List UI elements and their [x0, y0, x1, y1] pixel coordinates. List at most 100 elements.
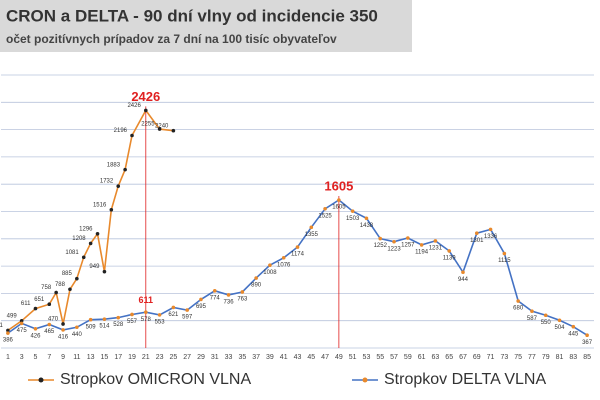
value-label: 1355 [305, 232, 319, 238]
value-label: 578 [141, 317, 152, 323]
value-label: 1208 [72, 236, 86, 242]
value-label: 2255 [141, 122, 155, 128]
value-label: 1174 [291, 252, 305, 258]
annotation-label: 1605 [324, 178, 353, 193]
marker [268, 263, 272, 268]
x-tick-label: 69 [473, 354, 481, 361]
marker [433, 239, 438, 243]
x-tick-label: 3 [20, 354, 24, 361]
value-label: 695 [196, 304, 207, 310]
value-label: 1252 [374, 243, 388, 249]
value-label: 621 [168, 312, 179, 318]
annotation-label: 611 [139, 295, 154, 305]
x-tick-label: 43 [294, 354, 302, 361]
x-tick-label: 31 [211, 354, 219, 361]
chart-title: CRON a DELTA - 90 dní vlny od incidencie… [6, 6, 378, 25]
legend-label: Stropkov OMICRON VLNA [60, 371, 251, 388]
marker [295, 245, 300, 249]
x-tick-label: 61 [418, 354, 426, 361]
marker [226, 293, 231, 297]
x-tick-label: 33 [225, 354, 233, 361]
x-tick-label: 49 [335, 354, 343, 361]
x-tick-label: 67 [459, 354, 467, 361]
x-tick-label: 41 [280, 354, 288, 361]
marker [68, 287, 72, 292]
legend-label: Stropkov DELTA VLNA [384, 371, 546, 388]
value-label: 386 [3, 338, 14, 344]
x-tick-label: 21 [142, 354, 150, 361]
x-tick-label: 7 [47, 354, 51, 361]
marker [447, 249, 451, 253]
marker [171, 128, 176, 133]
value-label: 1336 [484, 234, 498, 240]
value-label: 1139 [443, 255, 457, 261]
x-tick-label: 37 [252, 354, 260, 361]
x-tick-label: 71 [487, 354, 495, 361]
marker [378, 236, 383, 241]
legend-marker [362, 377, 368, 383]
value-label: 611 [21, 301, 31, 307]
value-label: 445 [568, 331, 579, 337]
value-label: 557 [127, 319, 138, 325]
value-label: 504 [555, 325, 566, 331]
value-label: 944 [458, 277, 469, 283]
marker [240, 290, 245, 294]
value-label: 1231 [429, 245, 443, 251]
x-tick-label: 29 [197, 354, 205, 361]
marker [323, 206, 327, 211]
marker [123, 167, 127, 172]
marker [157, 313, 162, 317]
x-tick-label: 13 [87, 354, 95, 361]
x-tick-label: 25 [169, 354, 177, 361]
marker [130, 133, 134, 138]
marker [474, 231, 479, 236]
value-label: 367 [582, 340, 593, 346]
marker [516, 299, 520, 303]
value-label: 1516 [93, 202, 107, 208]
marker [171, 305, 176, 310]
value-label: 890 [251, 283, 262, 289]
x-tick-label: 77 [528, 354, 536, 361]
value-label: 1605 [332, 205, 346, 211]
value-label: 528 [113, 322, 124, 328]
value-label: 2240 [155, 123, 169, 129]
x-tick-label: 83 [569, 354, 577, 361]
marker [6, 328, 10, 333]
marker [199, 297, 203, 302]
value-label: 1732 [100, 179, 114, 185]
value-label: 470 [48, 317, 59, 323]
x-tick-label: 39 [266, 354, 274, 361]
value-label: 597 [182, 315, 193, 321]
value-label: 553 [155, 319, 166, 325]
marker [144, 108, 148, 113]
marker [95, 231, 100, 236]
marker [19, 321, 24, 326]
marker [33, 326, 38, 331]
marker [281, 256, 286, 260]
marker [130, 312, 134, 317]
value-label: 1257 [401, 243, 415, 249]
value-label: 885 [62, 271, 73, 277]
x-tick-label: 27 [183, 354, 191, 361]
marker [488, 227, 493, 232]
marker [212, 288, 217, 293]
value-label: 514 [99, 324, 110, 330]
value-label: 1076 [277, 262, 291, 268]
marker [502, 251, 507, 256]
annotation-label: 2426 [131, 89, 160, 104]
value-label: 440 [72, 332, 83, 338]
marker [530, 309, 534, 313]
chart-subtitle: očet pozitívnych prípadov za 7 dní na 10… [6, 32, 337, 46]
x-tick-label: 79 [542, 354, 550, 361]
marker [116, 184, 121, 188]
value-label: 2426 [127, 103, 141, 109]
x-tick-label: 17 [114, 354, 122, 361]
value-label: 1883 [107, 162, 121, 168]
marker [61, 328, 65, 332]
marker [364, 216, 369, 221]
marker [81, 255, 86, 260]
marker [47, 322, 52, 327]
marker [309, 225, 314, 230]
marker [75, 325, 79, 330]
